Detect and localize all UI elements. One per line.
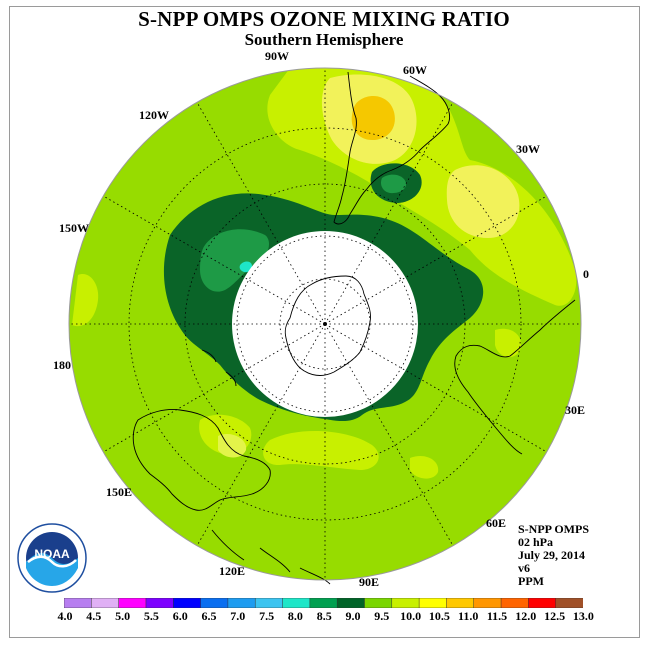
longitude-label: 60E xyxy=(486,516,506,530)
colorbar-label: 8.0 xyxy=(287,609,303,623)
colorbar-label: 12.0 xyxy=(515,609,537,623)
longitude-label: 0 xyxy=(583,267,589,281)
colorbar-swatch xyxy=(200,598,229,608)
contour-9.5-10.0-south2 xyxy=(410,455,439,479)
coastline-indonesia xyxy=(211,529,331,585)
coastline-africa xyxy=(454,299,576,455)
longitude-label: 150W xyxy=(59,221,89,235)
colorbar-label: 9.5 xyxy=(374,609,390,623)
colorbar-label: 5.5 xyxy=(143,609,159,623)
colorbar-swatch xyxy=(473,598,502,608)
logo-text: NOAA xyxy=(34,547,70,561)
coastline-australia xyxy=(132,409,271,511)
colorbar-swatch xyxy=(118,598,147,608)
colorbar-swatch xyxy=(309,598,338,608)
contour-8.0-8.5-island xyxy=(380,174,407,194)
map-subtitle: Southern Hemisphere xyxy=(244,30,404,49)
colorbar-swatch xyxy=(500,598,530,608)
colorbar-swatch xyxy=(145,598,175,608)
longitude-label: 180 xyxy=(53,358,71,372)
colorbar-label: 5.0 xyxy=(115,609,131,623)
longitude-labels: 90W 60W 30W 0 30E 60E 90E 120E 150E 180 150W 120W xyxy=(53,49,589,589)
longitude-label: 120W xyxy=(139,108,169,122)
contour-7.5-8.0 xyxy=(239,261,252,273)
colorbar-label: 13.0 xyxy=(572,609,594,623)
colorbar-label: 4.5 xyxy=(86,609,102,623)
longitude-label: 60W xyxy=(403,63,427,77)
colorbar-swatch xyxy=(555,598,583,608)
longitude-label: 150E xyxy=(106,485,132,499)
colorbar-label: 10.0 xyxy=(400,609,422,623)
contour-8.0-8.5 xyxy=(200,229,270,292)
contour-10.5-11.0 xyxy=(351,96,395,140)
colorbar-label: 6.0 xyxy=(172,609,188,623)
contour-9.5-10.0-east2 xyxy=(495,328,521,358)
colorbar-swatch xyxy=(418,598,448,608)
colorbar-label: 10.5 xyxy=(428,609,450,623)
colorbar-swatch xyxy=(91,598,120,608)
coastline-new-zealand xyxy=(201,349,237,387)
longitude-label: 120E xyxy=(219,564,245,578)
longitude-label: 30W xyxy=(516,142,540,156)
colorbar-label: 4.0 xyxy=(57,609,73,623)
colorbar-label: 7.0 xyxy=(230,609,246,623)
colorbar-label: 7.5 xyxy=(259,609,275,623)
colorbar-label: 11.5 xyxy=(486,609,508,623)
info-block: S-NPP OMPS 02 hPa July 29, 2014 v6 PPM xyxy=(518,523,589,588)
map-rim xyxy=(68,67,582,581)
contour-9.5-10.0-sw-blob xyxy=(218,433,247,458)
colorbar-label: 8.5 xyxy=(316,609,332,623)
colorbar-swatch xyxy=(336,598,366,608)
map-frame xyxy=(9,6,640,638)
contour-9.5-10.0-east xyxy=(72,274,99,327)
colorbar xyxy=(64,598,583,608)
colorbar-swatch xyxy=(282,598,311,608)
colorbar-label: 12.5 xyxy=(544,609,566,623)
info-instrument: S-NPP OMPS xyxy=(518,522,589,536)
colorbar-swatch xyxy=(364,598,393,608)
longitude-label: 90E xyxy=(359,575,379,589)
colorbar-label: 6.5 xyxy=(201,609,217,623)
noaa-logo: NOAA xyxy=(17,523,87,593)
colorbar-swatch xyxy=(528,598,557,608)
info-pressure: 02 hPa xyxy=(518,535,554,549)
colorbar-label: 9.0 xyxy=(345,609,361,623)
colorbar-swatch xyxy=(254,598,284,608)
map-title: S-NPP OMPS OZONE MIXING RATIO xyxy=(138,7,510,31)
info-version: v6 xyxy=(518,561,530,575)
contour-10.0-10.5-b xyxy=(446,165,520,238)
colorbar-swatch xyxy=(446,598,475,608)
info-date: July 29, 2014 xyxy=(518,548,586,562)
colorbar-swatch xyxy=(173,598,202,608)
longitude-label: 90W xyxy=(265,49,289,63)
colorbar-label: 11.0 xyxy=(458,609,479,623)
longitude-label: 30E xyxy=(565,403,585,417)
colorbar-swatch xyxy=(227,598,256,608)
colorbar-swatch xyxy=(64,598,93,608)
colorbar-swatch xyxy=(391,598,420,608)
south-pole xyxy=(323,322,327,326)
coastline-south-america xyxy=(333,71,451,225)
info-units: PPM xyxy=(518,574,544,588)
